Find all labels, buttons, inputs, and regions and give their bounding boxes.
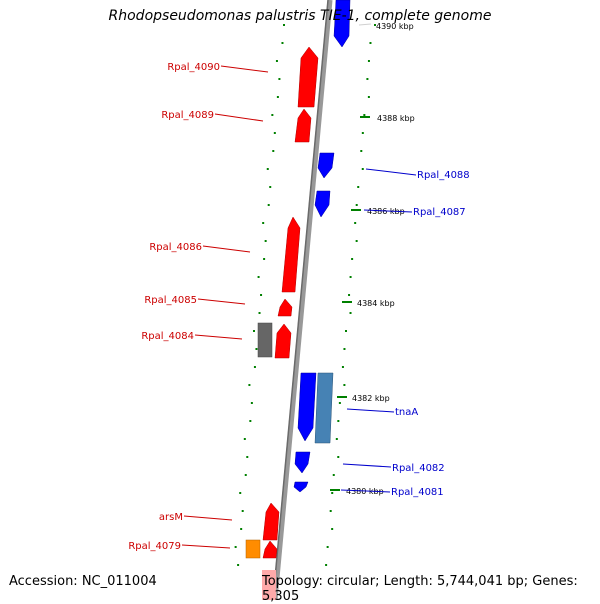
label-rpal-4089[interactable]: Rpal_4089 [161,110,214,121]
gene-rpal-4085[interactable] [277,298,293,317]
label-rpal-4088[interactable]: Rpal_4088 [417,170,470,181]
tick-label: 4390 kbp [376,22,414,31]
label-rpal-4081[interactable]: Rpal_4081 [391,487,444,498]
reverse-genes [293,0,351,493]
gene-arsm[interactable] [262,502,280,541]
forward-gene-labels: Rpal_4090 Rpal_4089 Rpal_4086 Rpal_4085 … [128,62,269,552]
tick-label: 4388 kbp [377,114,415,123]
label-rpal-4082[interactable]: Rpal_4082 [392,463,445,474]
tick-label: 4386 kbp [367,207,405,216]
gc-content-track [234,24,376,566]
genome-backbone [272,0,333,600]
page-title: Rhodopseudomonas palustris TIE-1, comple… [108,8,492,24]
gene-rpal-4090[interactable] [297,46,319,108]
gene-top-blue[interactable] [333,0,351,48]
gene-rna[interactable] [245,539,261,559]
gene-partial-bottom[interactable] [262,570,276,600]
label-arsm[interactable]: arsM [159,512,183,523]
gene-rpal-4089[interactable] [294,108,312,143]
gene-rpal-4087[interactable] [314,190,331,218]
label-rpal-4086[interactable]: Rpal_4086 [149,242,202,253]
label-rpal-4090[interactable]: Rpal_4090 [167,62,220,73]
tick-label: 4380 kbp [346,487,384,496]
gene-rpal-4083[interactable] [297,372,317,442]
gene-rpal-4084[interactable] [274,323,292,359]
label-rpal-4085[interactable]: Rpal_4085 [144,295,197,306]
forward-genes [262,46,319,600]
reverse-gene-labels: Rpal_4088 Rpal_4087 tnaA Rpal_4082 Rpal_… [340,168,470,498]
tick-label: 4384 kbp [357,299,395,308]
gene-pseudo[interactable] [257,322,273,358]
label-rpal-4084[interactable]: Rpal_4084 [141,331,194,342]
gene-tnaa[interactable] [314,372,334,444]
gene-rpal-4081[interactable] [293,481,309,493]
gene-rpal-4082[interactable] [294,451,311,474]
gene-rpal-4079[interactable] [262,540,278,559]
gene-rpal-4086[interactable] [281,216,301,293]
tick-label: 4382 kbp [352,394,390,403]
genome-backbone-shade [272,0,329,600]
accession-label: Accession: NC_011004 [9,574,157,589]
label-rpal-4087[interactable]: Rpal_4087 [413,207,466,218]
label-tnaa[interactable]: tnaA [395,407,418,418]
scale-ticks: 4390 kbp 4388 kbp 4386 kbp 4384 kbp 4382… [330,22,415,496]
label-rpal-4079[interactable]: Rpal_4079 [128,541,181,552]
gene-rpal-4088[interactable] [317,152,335,179]
